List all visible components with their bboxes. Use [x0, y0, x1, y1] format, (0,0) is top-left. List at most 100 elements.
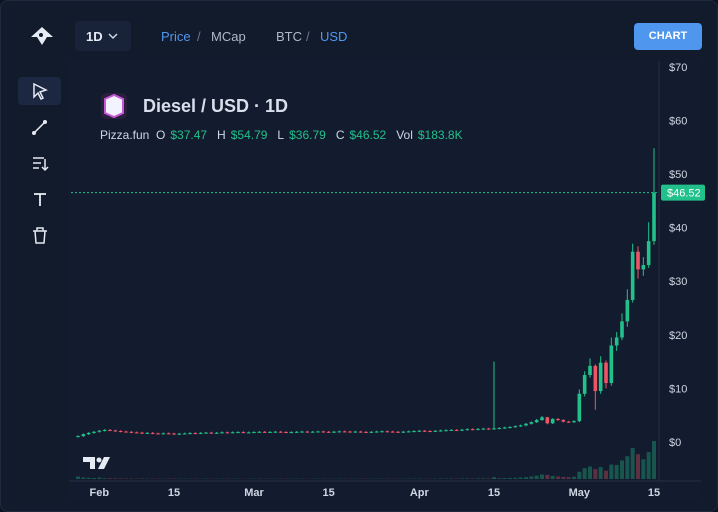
y-tick-label: $60 — [669, 115, 687, 127]
candle-body — [428, 431, 432, 433]
legend-key: L — [277, 128, 284, 142]
separator: / — [306, 29, 310, 44]
candle-body — [294, 431, 299, 433]
candle-body — [188, 433, 192, 435]
candle-body — [422, 430, 427, 432]
candle-body — [145, 432, 150, 434]
volume-bar — [598, 467, 603, 479]
x-tick-label: 15 — [648, 487, 660, 499]
volume-bar — [529, 476, 534, 479]
volume-bar — [593, 469, 598, 479]
candle-body — [118, 431, 123, 433]
quote-toggle[interactable]: USD — [320, 29, 348, 44]
candle-body — [390, 431, 395, 433]
candle-body — [364, 431, 368, 433]
y-tick-label: $20 — [669, 330, 687, 342]
volume-bar — [614, 464, 619, 479]
timeframe[interactable]: 1D — [86, 29, 103, 44]
delete-tool[interactable] — [33, 227, 47, 244]
line-tool[interactable] — [32, 120, 47, 135]
volume-bar — [641, 459, 646, 479]
x-tick-label: Mar — [244, 487, 264, 499]
volume-bar — [486, 478, 491, 479]
volume-bar — [502, 478, 507, 479]
ohlc-legend: O $37.47 H $54.79 L $36.79 C $46.52 Vol $183.8K — [156, 128, 463, 142]
legend-value: $37.47 — [170, 128, 207, 142]
sort-tool[interactable] — [33, 157, 49, 172]
x-tick-label: May — [569, 487, 591, 499]
candle-body — [76, 436, 80, 438]
candle-body — [220, 432, 224, 434]
candle-body — [278, 431, 283, 433]
candle-body — [577, 393, 582, 422]
volume-bar — [630, 447, 635, 479]
candle-body — [540, 417, 544, 421]
base-toggle[interactable]: BTC — [276, 29, 302, 44]
y-tick-label: $70 — [669, 62, 687, 74]
candle-body — [561, 420, 566, 422]
candle-body — [380, 431, 384, 433]
candle-body — [417, 430, 422, 432]
candle-body — [305, 431, 310, 433]
candle-body — [92, 431, 96, 433]
candle-body — [508, 427, 512, 428]
volume-bar — [113, 478, 118, 479]
volume-bar — [636, 454, 640, 479]
candle-body — [412, 431, 416, 433]
volume-bar — [609, 464, 614, 479]
volume-bar — [476, 478, 480, 479]
volume-bar — [550, 475, 555, 479]
candle-body — [630, 251, 635, 300]
candle-body — [166, 433, 171, 435]
legend-key: Vol — [396, 128, 413, 142]
candle-body — [550, 418, 555, 424]
mcap-toggle[interactable]: MCap — [211, 29, 246, 44]
volume-bar — [118, 478, 123, 479]
timeframe-dropdown[interactable]: 1D — [75, 21, 131, 51]
drawing-toolbar — [18, 77, 61, 262]
cursor-tool[interactable] — [18, 77, 61, 105]
x-tick-label: Feb — [90, 487, 110, 499]
candle-body — [358, 431, 363, 433]
text-tool[interactable] — [34, 193, 46, 206]
candle-body — [348, 431, 352, 433]
x-tick-label: Apr — [410, 487, 430, 499]
y-tick-label: $40 — [669, 223, 687, 235]
volume-bar — [518, 477, 523, 479]
candle-body — [401, 431, 406, 433]
candle-body — [374, 431, 379, 433]
candle-body — [332, 431, 336, 433]
chevron — [108, 33, 118, 40]
candle-body — [545, 417, 550, 424]
candle-body — [513, 426, 518, 428]
chart-title: Diesel / USD · 1D — [143, 96, 288, 116]
candle-body — [604, 362, 608, 384]
cursor-icon — [33, 82, 48, 101]
volume-bar — [540, 474, 544, 479]
candle-body — [646, 241, 651, 266]
volume-bar — [97, 477, 102, 479]
candle-body — [150, 432, 155, 434]
volume-bar — [545, 474, 550, 479]
volume-bar — [652, 441, 656, 479]
price-toggle[interactable]: Price — [161, 29, 191, 44]
candle-body — [582, 375, 587, 394]
candle-body — [444, 430, 448, 432]
x-tick-label: 15 — [168, 487, 180, 499]
candle-body — [284, 432, 288, 434]
candle-body — [524, 423, 528, 426]
candle-body — [566, 421, 571, 423]
candle-body — [102, 429, 107, 431]
legend-key: O — [156, 128, 165, 142]
candle-body — [465, 429, 470, 431]
candle-body — [140, 432, 144, 434]
candle-body — [97, 430, 102, 432]
candle-body — [252, 432, 256, 434]
candle-body — [300, 431, 304, 433]
volume-bar — [604, 470, 608, 479]
candle-body — [289, 432, 294, 434]
chart-button[interactable]: CHART — [634, 23, 702, 50]
candle-body — [108, 429, 112, 431]
candle-body — [316, 431, 320, 433]
